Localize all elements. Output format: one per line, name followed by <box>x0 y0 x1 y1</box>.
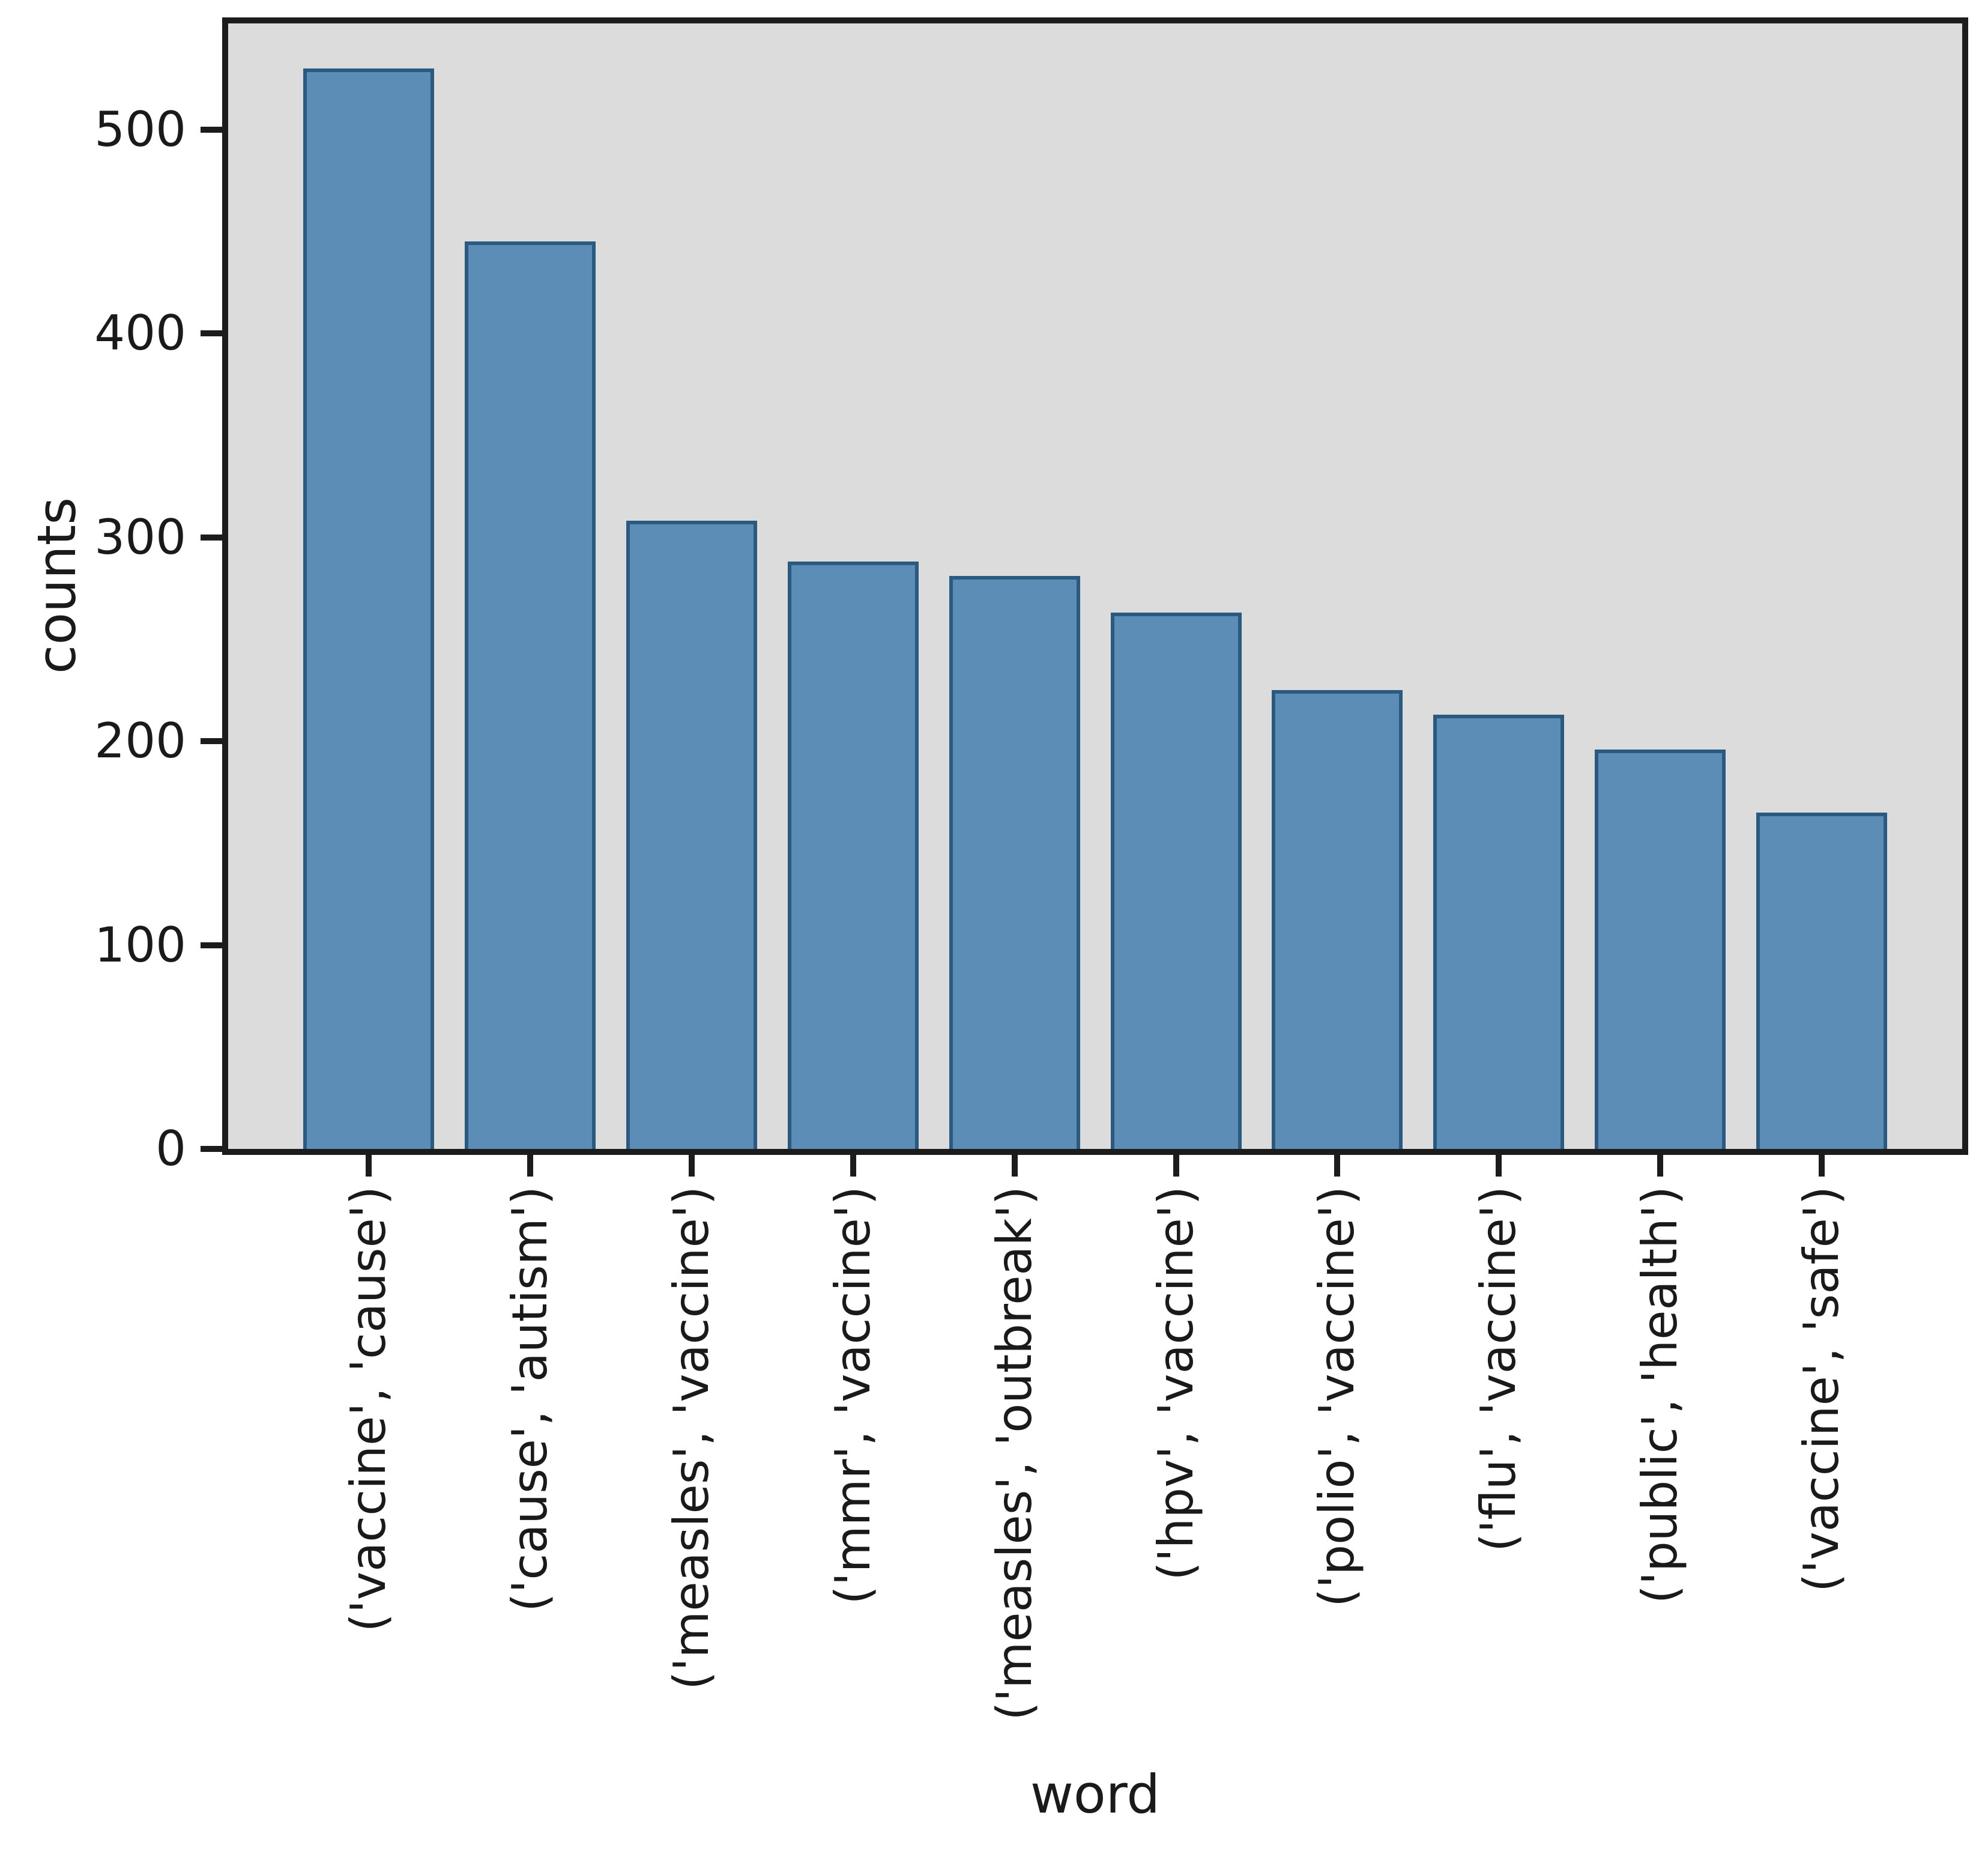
x-tick-mark <box>1657 1155 1663 1177</box>
y-tick-label: 100 <box>94 917 186 973</box>
x-tick-label: ('mmr', 'vaccine') <box>825 1186 881 1605</box>
x-tick-mark <box>689 1155 695 1177</box>
y-tick-label: 0 <box>156 1121 186 1177</box>
bar <box>465 241 596 1149</box>
y-tick-label: 500 <box>94 101 186 157</box>
bar <box>1433 715 1564 1149</box>
y-tick-mark <box>201 127 222 133</box>
bar <box>1111 613 1242 1149</box>
x-tick-mark <box>1819 1155 1825 1177</box>
x-tick-label: ('measles', 'outbreak') <box>986 1186 1042 1721</box>
x-tick-mark <box>850 1155 856 1177</box>
y-tick-mark <box>201 738 222 744</box>
x-tick-label: ('flu', 'vaccine') <box>1470 1186 1526 1552</box>
x-tick-mark <box>527 1155 533 1177</box>
x-tick-mark <box>366 1155 372 1177</box>
y-tick-mark <box>201 330 222 336</box>
plot-area <box>222 17 1968 1155</box>
bar <box>788 562 919 1149</box>
x-tick-mark <box>1012 1155 1018 1177</box>
bar <box>626 521 757 1149</box>
bar <box>1272 690 1403 1149</box>
x-tick-label: ('vaccine', 'safe') <box>1793 1186 1849 1592</box>
x-tick-label: ('hpv', 'vaccine') <box>1148 1186 1204 1581</box>
x-tick-label: ('cause', 'autism') <box>502 1186 558 1612</box>
x-tick-label: ('polio', 'vaccine') <box>1309 1186 1365 1607</box>
bar <box>949 576 1080 1149</box>
x-tick-mark <box>1173 1155 1179 1177</box>
bar <box>303 68 434 1149</box>
y-tick-label: 200 <box>94 713 186 769</box>
y-tick-mark <box>201 535 222 541</box>
x-tick-mark <box>1334 1155 1340 1177</box>
y-axis-title: counts <box>26 497 88 674</box>
x-tick-label: ('measles', 'vaccine') <box>663 1186 719 1690</box>
bar <box>1756 813 1887 1149</box>
x-tick-mark <box>1496 1155 1502 1177</box>
x-tick-label: ('vaccine', 'cause') <box>340 1186 396 1632</box>
y-tick-mark <box>201 942 222 948</box>
x-axis-title: word <box>1030 1763 1161 1825</box>
y-tick-mark <box>201 1146 222 1152</box>
bar <box>1595 750 1726 1149</box>
x-tick-label: ('public', 'health') <box>1632 1186 1688 1604</box>
y-tick-label: 400 <box>94 305 186 361</box>
y-tick-label: 300 <box>94 509 186 565</box>
